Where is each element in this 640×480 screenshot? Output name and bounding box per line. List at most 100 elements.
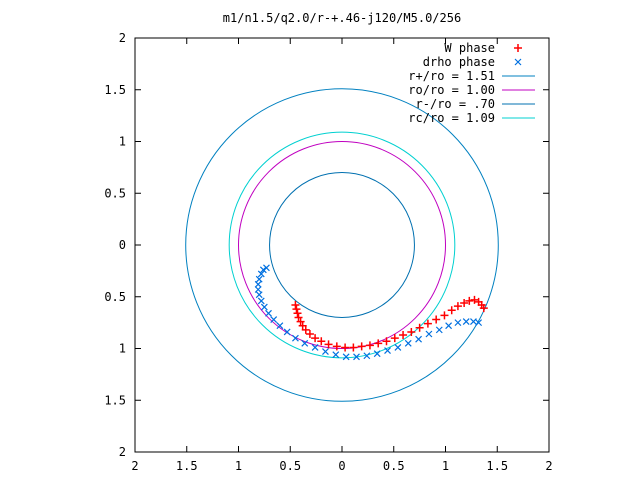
drho-phase-point bbox=[415, 335, 423, 343]
w-phase-point bbox=[311, 334, 320, 343]
w-phase-point bbox=[374, 339, 383, 348]
drho-phase-point bbox=[311, 344, 319, 351]
w-phase-point bbox=[465, 296, 474, 305]
drho-phase-point bbox=[254, 286, 262, 293]
x-tick-label: 0.5 bbox=[383, 459, 405, 473]
w-phase-point bbox=[365, 341, 374, 350]
x-tick-label: 1.5 bbox=[176, 459, 198, 473]
w-phase-point bbox=[301, 325, 310, 334]
w-phase-point bbox=[324, 340, 333, 349]
w-phase-point bbox=[305, 330, 314, 339]
drho-phase-point bbox=[257, 297, 265, 305]
y-tick-label: 1.5 bbox=[104, 83, 126, 97]
y-tick-label: 0.5 bbox=[104, 186, 126, 200]
circle-curve bbox=[269, 172, 415, 318]
legend-marker-sample bbox=[514, 58, 522, 66]
w-phase-point bbox=[341, 343, 350, 352]
y-tick-label: 0.5 bbox=[104, 290, 126, 304]
drho-phase-point bbox=[255, 291, 263, 299]
w-phase-point bbox=[296, 317, 305, 326]
w-phase-point bbox=[423, 319, 432, 328]
drho-phase-point bbox=[263, 264, 270, 272]
w-phase-point bbox=[460, 298, 469, 307]
drho-phase-point bbox=[394, 344, 402, 351]
w-phase-point bbox=[415, 323, 424, 332]
y-tick-label: 1 bbox=[119, 135, 126, 149]
x-tick-label: 1 bbox=[235, 459, 242, 473]
legend-label: ro/ro = 1.00 bbox=[408, 83, 495, 97]
y-tick-label: 1 bbox=[119, 342, 126, 356]
x-tick-label: 0.5 bbox=[279, 459, 301, 473]
w-phase-point bbox=[317, 337, 326, 346]
drho-phase-point bbox=[270, 316, 278, 323]
drho-phase-point bbox=[384, 347, 391, 354]
w-phase-point bbox=[399, 331, 408, 340]
drho-phase-point bbox=[425, 330, 433, 338]
w-phase-point bbox=[382, 337, 391, 346]
drho-phase-point bbox=[363, 352, 371, 360]
w-phase-point bbox=[447, 306, 456, 315]
drho-phase-point bbox=[276, 322, 284, 330]
drho-phase-point bbox=[435, 326, 443, 334]
w-phase-point bbox=[357, 342, 366, 351]
drho-phase-point bbox=[404, 339, 412, 347]
x-tick-label: 1 bbox=[442, 459, 449, 473]
legend-label: drho phase bbox=[423, 55, 495, 69]
w-phase-point bbox=[332, 342, 341, 351]
w-phase-point bbox=[479, 304, 488, 313]
w-phase-point bbox=[298, 321, 307, 330]
drho-phase-point bbox=[353, 353, 360, 361]
w-phase-point bbox=[293, 309, 302, 318]
drho-phase-point bbox=[475, 319, 483, 327]
drho-phase-point bbox=[259, 266, 267, 274]
chart-title: m1/n1.5/q2.0/r-+.46-j120/M5.0/256 bbox=[223, 11, 461, 25]
y-tick-label: 0 bbox=[119, 238, 126, 252]
y-tick-label: 2 bbox=[119, 445, 126, 459]
w-phase-point bbox=[453, 302, 462, 311]
drho-phase-point bbox=[445, 322, 453, 330]
w-phase-point bbox=[292, 305, 301, 314]
drho-phase-point bbox=[373, 350, 381, 358]
x-tick-label: 2 bbox=[545, 459, 552, 473]
drho-phase-point bbox=[322, 348, 329, 356]
circle-curve bbox=[238, 141, 446, 349]
w-phase-point bbox=[294, 313, 303, 322]
drho-phase-point bbox=[260, 303, 268, 311]
drho-phase-point bbox=[454, 319, 462, 327]
drho-phase-point bbox=[470, 318, 477, 326]
drho-phase-point bbox=[332, 351, 340, 359]
y-tick-label: 1.5 bbox=[104, 393, 126, 407]
x-tick-label: 0 bbox=[338, 459, 345, 473]
drho-phase-point bbox=[292, 334, 299, 342]
legend-label: W phase bbox=[444, 41, 495, 55]
w-phase-point bbox=[407, 327, 416, 336]
reference-circles bbox=[185, 88, 499, 402]
drho-phase-point bbox=[254, 280, 262, 288]
legend-label: r+/ro = 1.51 bbox=[408, 69, 495, 83]
w-phase-point bbox=[440, 311, 449, 320]
w-phase-point bbox=[432, 315, 441, 324]
legend-label: rc/ro = 1.09 bbox=[408, 111, 495, 125]
drho-phase-point bbox=[342, 353, 350, 361]
w-phase-point bbox=[470, 295, 479, 304]
x-tick-label: 2 bbox=[131, 459, 138, 473]
legend-label: r-/ro = .70 bbox=[416, 97, 495, 111]
x-tick-label: 1.5 bbox=[486, 459, 508, 473]
series-markers bbox=[254, 264, 488, 361]
y-tick-label: 2 bbox=[119, 31, 126, 45]
drho-phase-point bbox=[255, 275, 263, 283]
w-phase-point bbox=[291, 301, 300, 310]
drho-phase-point bbox=[257, 270, 265, 278]
legend-marker-sample bbox=[514, 44, 522, 52]
circle-curve bbox=[228, 131, 456, 359]
w-phase-point bbox=[349, 343, 358, 352]
drho-phase-point bbox=[462, 318, 470, 326]
w-phase-point bbox=[390, 334, 399, 343]
circle-curve bbox=[185, 88, 499, 402]
axes: 2 1.5 1 0.5 0 0.5 1 1.5 221.510.500.511.52 bbox=[104, 31, 552, 473]
drho-phase-point bbox=[301, 339, 309, 347]
drho-phase-point bbox=[283, 328, 291, 336]
drho-phase-point bbox=[265, 309, 272, 317]
